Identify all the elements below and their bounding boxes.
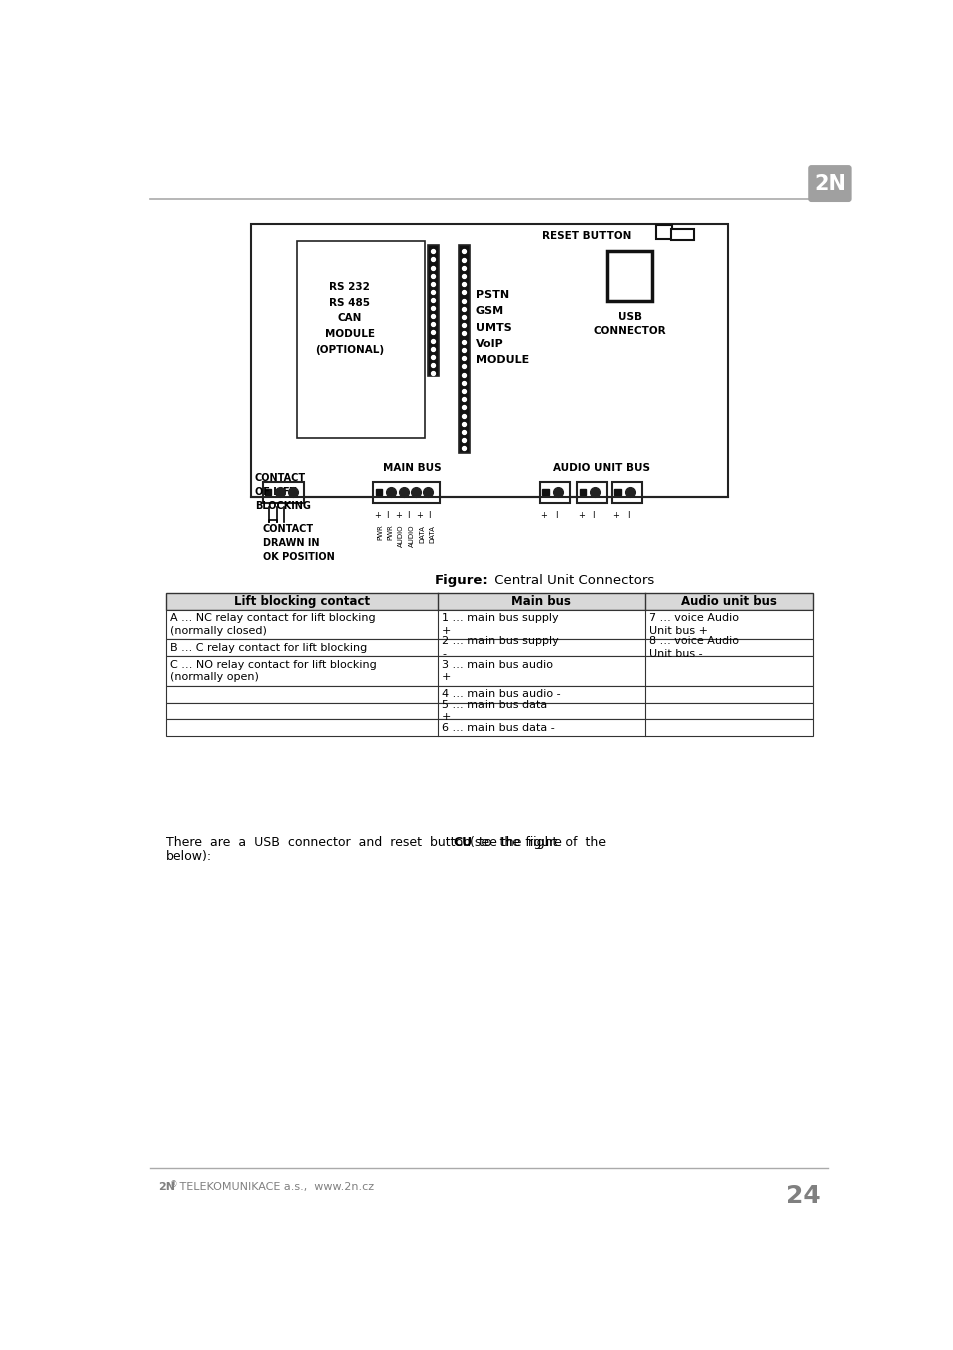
Text: I: I: [626, 510, 629, 520]
Text: +: +: [395, 510, 401, 520]
Text: Figure:: Figure:: [435, 574, 488, 587]
Bar: [166, 656, 812, 686]
Text: 5 … main bus data
+: 5 … main bus data +: [442, 699, 547, 722]
Text: Audio unit bus: Audio unit bus: [680, 595, 776, 608]
Text: CONTACT
DRAWN IN
OK POSITION: CONTACT DRAWN IN OK POSITION: [262, 524, 334, 562]
Text: PWR: PWR: [387, 525, 394, 540]
Bar: [607, 251, 652, 301]
Text: TELEKOMUNIKACE a.s.,  www.2n.cz: TELEKOMUNIKACE a.s., www.2n.cz: [175, 1183, 374, 1192]
Text: DATA: DATA: [418, 525, 425, 543]
Text: 2N: 2N: [158, 1183, 174, 1192]
Text: A … NC relay contact for lift blocking
(normally closed): A … NC relay contact for lift blocking (…: [171, 613, 375, 636]
Text: AUDIO: AUDIO: [397, 525, 404, 547]
Bar: [458, 246, 469, 454]
Bar: [251, 224, 727, 497]
Text: CU: CU: [453, 836, 472, 849]
Text: I: I: [555, 510, 557, 520]
Bar: [297, 242, 425, 437]
Text: +: +: [416, 510, 422, 520]
Text: There  are  a  USB  connector  and  reset  button  to  the  right  of  the: There are a USB connector and reset butt…: [166, 836, 609, 849]
Text: +: +: [578, 510, 584, 520]
Bar: [166, 720, 812, 736]
Text: 24: 24: [785, 1184, 820, 1208]
Text: CONTACT
OF LIFT
BLOCKING: CONTACT OF LIFT BLOCKING: [254, 472, 311, 510]
Text: AUDIO UNIT BUS: AUDIO UNIT BUS: [553, 463, 650, 474]
FancyBboxPatch shape: [807, 165, 851, 202]
Bar: [656, 225, 671, 239]
Text: Central Unit Connectors: Central Unit Connectors: [490, 574, 654, 587]
Text: Main bus: Main bus: [511, 595, 571, 608]
Bar: [542, 489, 548, 495]
Text: B … C relay contact for lift blocking: B … C relay contact for lift blocking: [171, 643, 367, 653]
Bar: [166, 640, 812, 656]
Bar: [427, 246, 438, 377]
Text: 1 … main bus supply
+: 1 … main bus supply +: [442, 613, 558, 636]
Bar: [373, 482, 439, 504]
Text: 7 … voice Audio
Unit bus +: 7 … voice Audio Unit bus +: [649, 613, 739, 636]
Text: USB
CONNECTOR: USB CONNECTOR: [593, 312, 665, 336]
Text: below):: below):: [166, 849, 212, 863]
Bar: [670, 230, 694, 240]
Text: 6 … main bus data -: 6 … main bus data -: [442, 724, 555, 733]
Bar: [375, 489, 381, 495]
Text: I: I: [407, 510, 410, 520]
Text: PWR: PWR: [377, 525, 383, 540]
Text: I: I: [428, 510, 431, 520]
Text: C … NO relay contact for lift blocking
(normally open): C … NO relay contact for lift blocking (…: [171, 660, 376, 682]
Text: 8 … voice Audio
Unit bus -: 8 … voice Audio Unit bus -: [649, 636, 739, 659]
Text: +: +: [540, 510, 547, 520]
Text: +: +: [612, 510, 618, 520]
Bar: [614, 489, 620, 495]
Text: DATA: DATA: [429, 525, 436, 543]
Bar: [579, 489, 585, 495]
Bar: [166, 702, 812, 720]
Text: I: I: [592, 510, 594, 520]
Text: ®: ®: [171, 1180, 177, 1189]
Text: Lift blocking contact: Lift blocking contact: [233, 595, 370, 608]
Text: 4 … main bus audio -: 4 … main bus audio -: [442, 688, 560, 699]
Bar: [265, 489, 271, 495]
Text: RESET BUTTON: RESET BUTTON: [541, 231, 630, 240]
Text: 2 … main bus supply
-: 2 … main bus supply -: [442, 636, 558, 659]
Bar: [262, 482, 304, 504]
Text: RS 232
RS 485
CAN
MODULE
(OPTIONAL): RS 232 RS 485 CAN MODULE (OPTIONAL): [314, 282, 384, 355]
Bar: [612, 482, 641, 504]
Text: AUDIO: AUDIO: [408, 525, 415, 547]
Text: 2N: 2N: [813, 174, 845, 193]
Text: (see the figure: (see the figure: [465, 836, 561, 849]
Text: +: +: [374, 510, 380, 520]
Bar: [577, 482, 606, 504]
Bar: [166, 610, 812, 640]
Text: PSTN
GSM
UMTS
VoIP
MODULE: PSTN GSM UMTS VoIP MODULE: [476, 290, 529, 366]
Bar: [166, 593, 812, 610]
Bar: [166, 686, 812, 702]
Text: I: I: [386, 510, 389, 520]
Text: 3 … main bus audio
+: 3 … main bus audio +: [442, 660, 553, 682]
Text: MAIN BUS: MAIN BUS: [382, 463, 441, 474]
Bar: [539, 482, 569, 504]
